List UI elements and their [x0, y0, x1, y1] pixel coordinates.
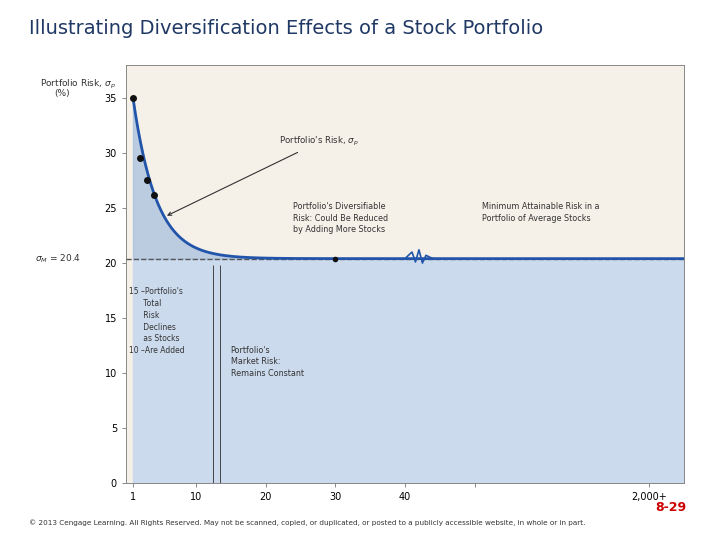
Text: Portfolio's Diversifiable
Risk: Could Be Reduced
by Adding More Stocks: Portfolio's Diversifiable Risk: Could Be… — [294, 202, 389, 234]
Text: Portfolio's Risk, $\sigma_p$: Portfolio's Risk, $\sigma_p$ — [168, 136, 359, 215]
Text: © 2013 Cengage Learning. All Rights Reserved. May not be scanned, copied, or dup: © 2013 Cengage Learning. All Rights Rese… — [29, 520, 585, 526]
Text: Minimum Attainable Risk in a
Portfolio of Average Stocks: Minimum Attainable Risk in a Portfolio o… — [482, 202, 599, 223]
Text: 8-29: 8-29 — [655, 501, 686, 514]
Text: $\sigma_M$ = 20.4: $\sigma_M$ = 20.4 — [35, 252, 81, 265]
Text: Portfolio Risk, $\sigma_p$: Portfolio Risk, $\sigma_p$ — [40, 78, 116, 91]
Text: 15 –Portfolio's
      Total
      Risk
      Declines
      as Stocks
10 –Are Ad: 15 –Portfolio's Total Risk Declines as S… — [130, 287, 185, 355]
Text: Portfolio's
Market Risk:
Remains Constant: Portfolio's Market Risk: Remains Constan… — [230, 346, 304, 377]
Text: (%): (%) — [54, 89, 70, 98]
Text: Illustrating Diversification Effects of a Stock Portfolio: Illustrating Diversification Effects of … — [29, 19, 543, 38]
